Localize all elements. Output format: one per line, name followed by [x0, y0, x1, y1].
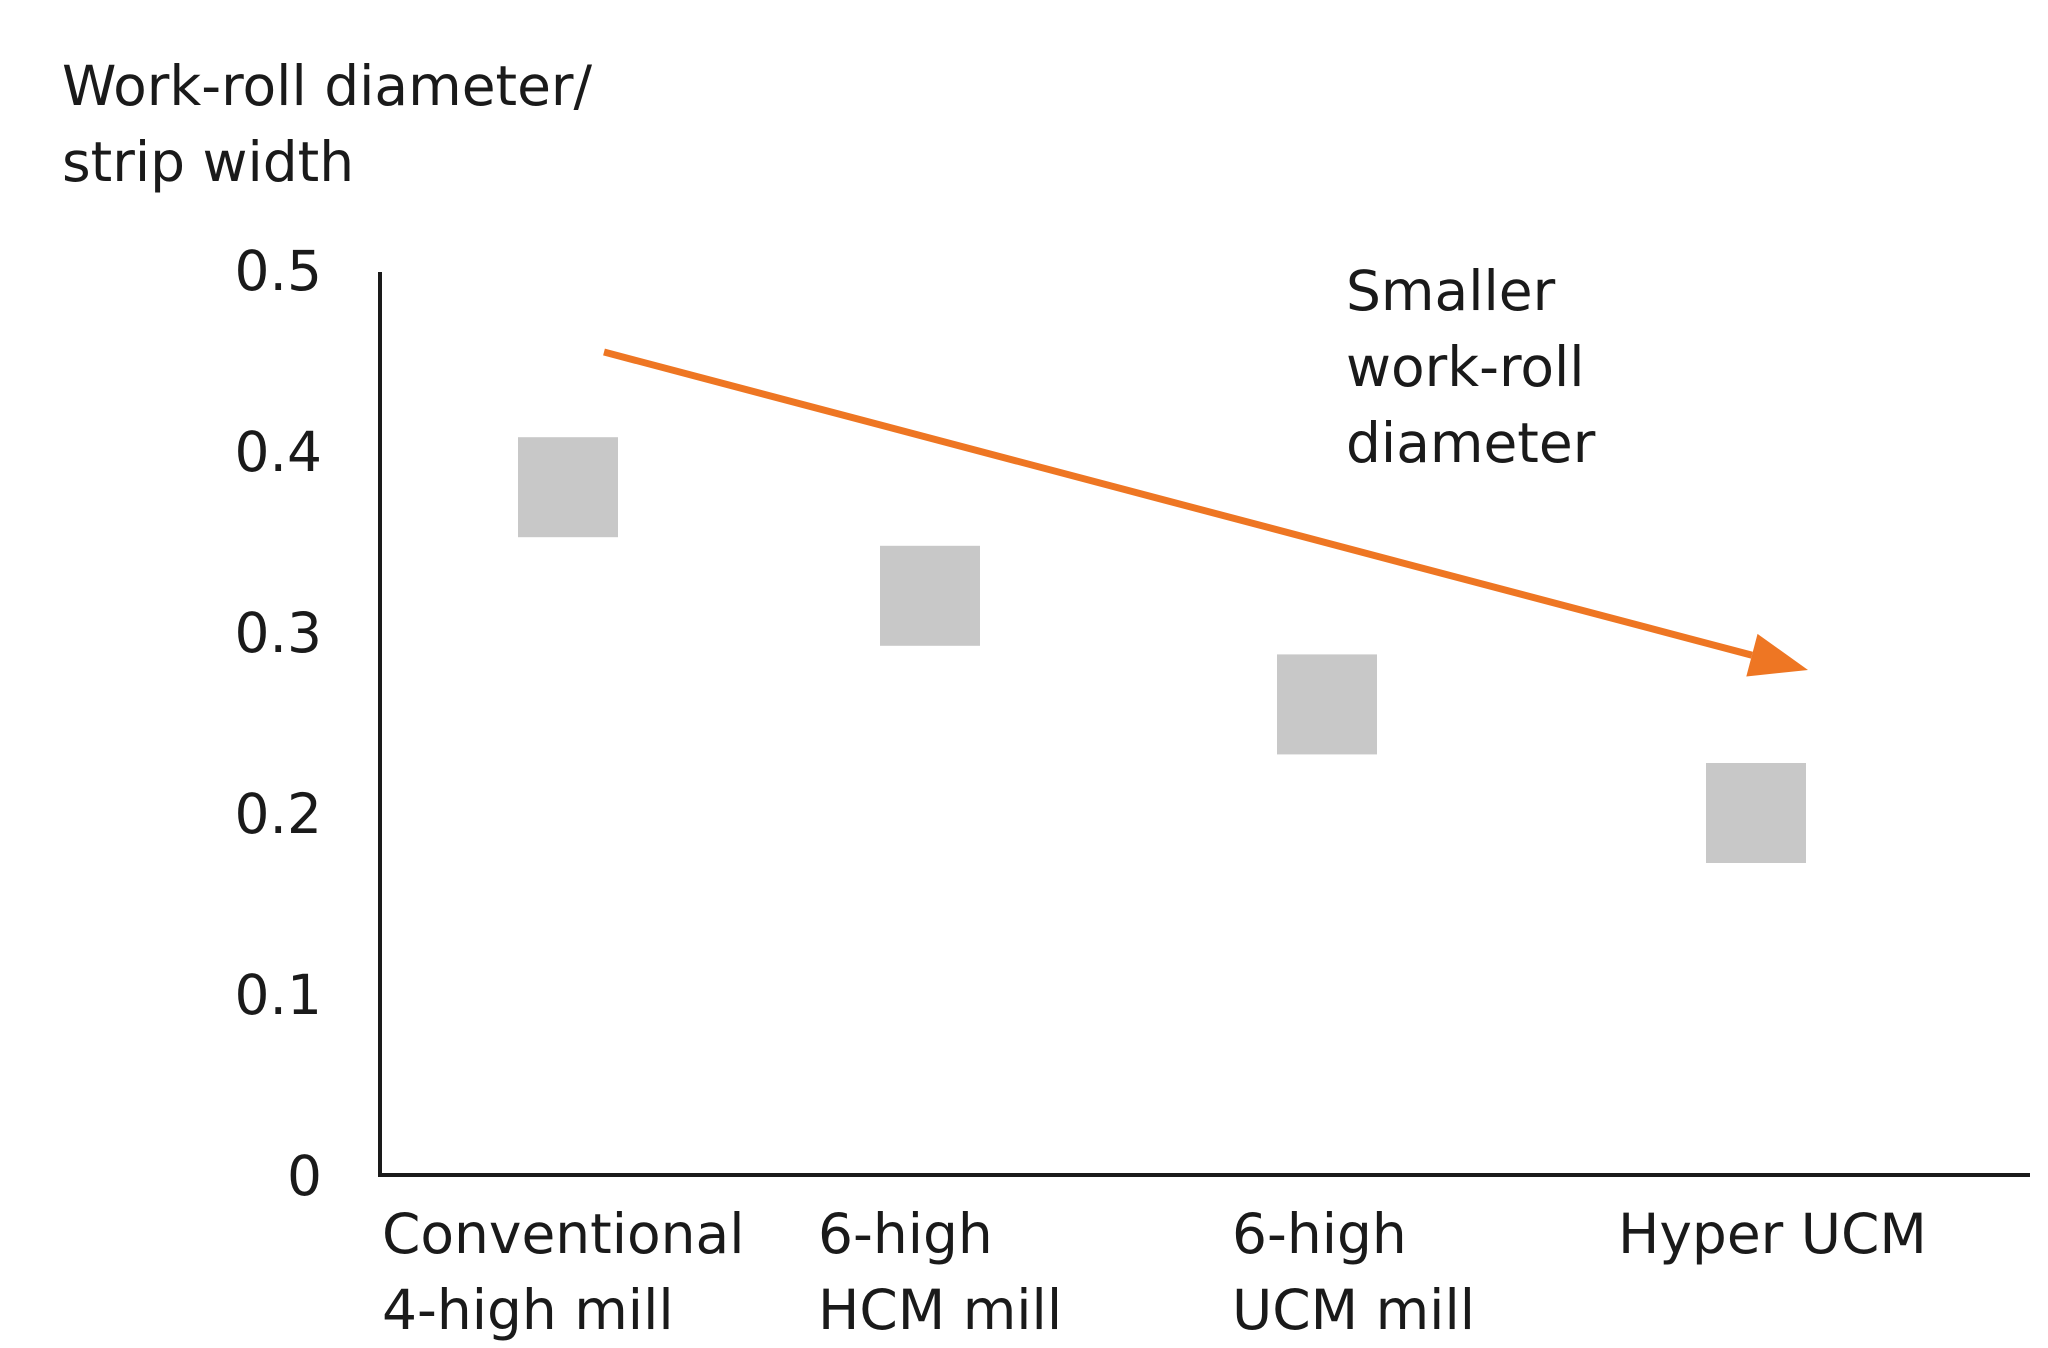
y-axis-label-line: Work-roll diameter/ — [62, 54, 593, 118]
data-marker — [1706, 763, 1806, 863]
annotation: Smaller work-roll diameter — [1346, 259, 1596, 475]
y-axis-label: Work-roll diameter/strip width — [62, 54, 593, 194]
annotation-line: Smaller — [1346, 259, 1556, 323]
trend-arrow — [603, 348, 1808, 677]
y-tick-label: 0.5 — [235, 239, 322, 303]
data-marker — [518, 437, 618, 538]
data-markers — [518, 437, 1806, 863]
y-tick-label: 0 — [287, 1144, 322, 1208]
x-tick-label: 6-high — [1232, 1202, 1407, 1266]
y-axis-ticks: 0 0.1 0.2 0.3 0.4 0.5 — [235, 239, 322, 1208]
x-tick-label: UCM mill — [1232, 1278, 1475, 1342]
x-tick-label: Hyper UCM — [1618, 1202, 1927, 1266]
trend-arrow-head — [1746, 633, 1808, 677]
x-tick-label: 4-high mill — [382, 1278, 674, 1342]
y-axis-label-line: strip width — [62, 130, 354, 194]
y-tick-label: 0.2 — [235, 782, 322, 846]
annotation-line: diameter — [1346, 411, 1596, 475]
y-tick-label: 0.4 — [235, 420, 322, 484]
data-marker — [1277, 654, 1377, 755]
data-marker — [880, 545, 980, 646]
y-tick-label: 0.1 — [235, 963, 322, 1027]
x-tick-label: 6-high — [818, 1202, 993, 1266]
annotation-line: work-roll — [1346, 335, 1585, 399]
y-tick-label: 0.3 — [235, 601, 322, 665]
axes — [378, 272, 2030, 1177]
x-tick-label: Conventional — [382, 1202, 745, 1266]
x-axis-ticks: Conventional 4-high mill 6-high HCM mill 6-h… — [382, 1202, 1927, 1342]
x-tick-label: HCM mill — [818, 1278, 1062, 1342]
trend-arrow-shaft — [603, 348, 1753, 659]
